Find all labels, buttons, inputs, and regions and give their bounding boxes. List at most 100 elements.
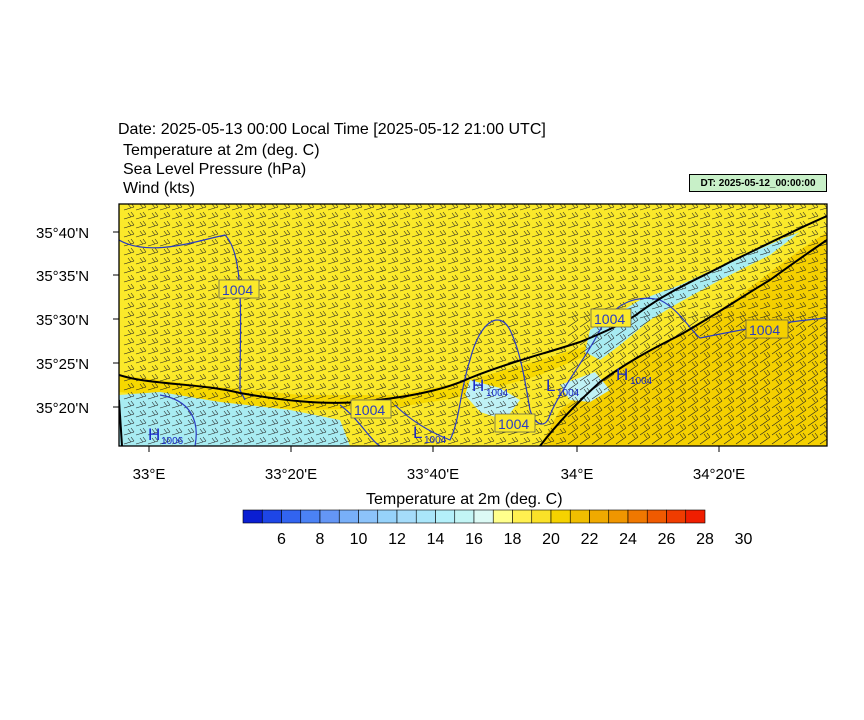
wind-barb: [363, 364, 375, 373]
wind-barb: [759, 405, 771, 418]
wind-barb: [675, 301, 687, 310]
wind-barb: [471, 301, 483, 310]
wind-barb: [603, 274, 615, 283]
wind-barb: [327, 364, 339, 373]
wind-barb: [663, 211, 675, 220]
wind-barb: [171, 373, 183, 382]
wind-barb: [435, 204, 447, 211]
wind-barb: [807, 423, 819, 436]
wind-barb: [687, 301, 699, 310]
wind-barb: [591, 369, 603, 382]
wind-barb: [255, 319, 267, 328]
wind-barb: [711, 256, 723, 265]
wind-barb: [483, 274, 495, 283]
wind-barb: [459, 355, 471, 364]
wind-barb: [579, 315, 591, 328]
wind-barb: [759, 432, 771, 445]
wind-barb: [723, 369, 735, 382]
wind-barb: [339, 328, 351, 337]
colorbar-swatch: [531, 509, 552, 524]
wind-barb: [783, 256, 795, 265]
wind-barb: [423, 283, 435, 292]
wind-barb: [699, 342, 711, 355]
wind-barb: [495, 229, 507, 238]
wind-barb: [795, 292, 807, 301]
wind-barb: [291, 346, 303, 355]
wind-barb: [303, 274, 315, 283]
wind-barb: [603, 220, 615, 229]
wind-barb: [315, 328, 327, 337]
wind-barb: [447, 355, 459, 364]
wind-barb: [687, 310, 699, 319]
wind-barb: [471, 220, 483, 229]
wind-barb: [339, 382, 351, 391]
wind-barb: [651, 265, 663, 274]
wind-barb: [735, 423, 747, 436]
wind-barb: [483, 328, 495, 337]
longitude-axis: 33°E 33°20'E 33°40'E 34°E 34°20'E: [133, 446, 745, 483]
wind-barb: [507, 204, 519, 211]
wind-barb: [759, 369, 771, 382]
wind-barb: [123, 346, 135, 355]
wind-barb: [399, 328, 411, 337]
wind-barb: [171, 265, 183, 274]
wind-barb: [423, 418, 435, 427]
wind-barb: [627, 256, 639, 265]
wind-barb: [267, 292, 279, 301]
wind-barb: [711, 315, 723, 328]
wind-barb: [495, 301, 507, 310]
wind-barb: [483, 427, 495, 436]
wind-barb: [303, 337, 315, 346]
wind-barb: [795, 274, 807, 283]
wind-barb: [807, 229, 819, 238]
lon-label: 33°20'E: [265, 466, 317, 483]
wind-barb: [207, 337, 219, 346]
wind-barb: [567, 432, 579, 445]
wind-barb: [291, 238, 303, 247]
wind-barb: [495, 355, 507, 364]
wind-barb: [507, 211, 519, 220]
wind-barb: [711, 405, 723, 418]
wind-barb: [555, 310, 567, 319]
wind-barb: [219, 418, 231, 427]
wind-barb: [159, 400, 171, 409]
wind-barb: [591, 396, 603, 409]
wind-barb: [675, 265, 687, 274]
wind-barb: [699, 211, 711, 220]
wind-barb: [471, 427, 483, 436]
wind-barb: [495, 310, 507, 319]
wind-barb: [519, 337, 531, 346]
lat-label: 35°25'N: [36, 356, 89, 373]
wind-barb: [183, 310, 195, 319]
wind-barb: [603, 238, 615, 247]
wind-barb: [543, 355, 555, 364]
wind-barb: [555, 355, 567, 364]
colorbar-swatch: [589, 509, 610, 524]
wind-barb: [303, 382, 315, 391]
lat-label: 35°40'N: [36, 225, 89, 242]
wind-barb: [135, 409, 147, 418]
wind-barb: [759, 414, 771, 427]
wind-barb: [195, 409, 207, 418]
wind-barb: [255, 328, 267, 337]
wind-barb: [363, 310, 375, 319]
wind-barb: [783, 292, 795, 301]
wind-barb: [255, 310, 267, 319]
wind-barb: [327, 247, 339, 256]
wind-barb: [351, 220, 363, 229]
wind-barb: [267, 418, 279, 427]
wind-barb: [135, 238, 147, 247]
wind-barb: [579, 369, 591, 382]
wind-barb: [219, 220, 231, 229]
wind-barb: [291, 265, 303, 274]
wind-barb: [243, 328, 255, 337]
wind-barb: [267, 337, 279, 346]
wind-barb: [159, 229, 171, 238]
wind-barb: [327, 337, 339, 346]
wind-barb: [339, 292, 351, 301]
wind-barb: [195, 274, 207, 283]
wind-barb: [723, 423, 735, 436]
wind-barb: [279, 229, 291, 238]
wind-barb: [663, 378, 675, 391]
wind-barb: [243, 211, 255, 220]
